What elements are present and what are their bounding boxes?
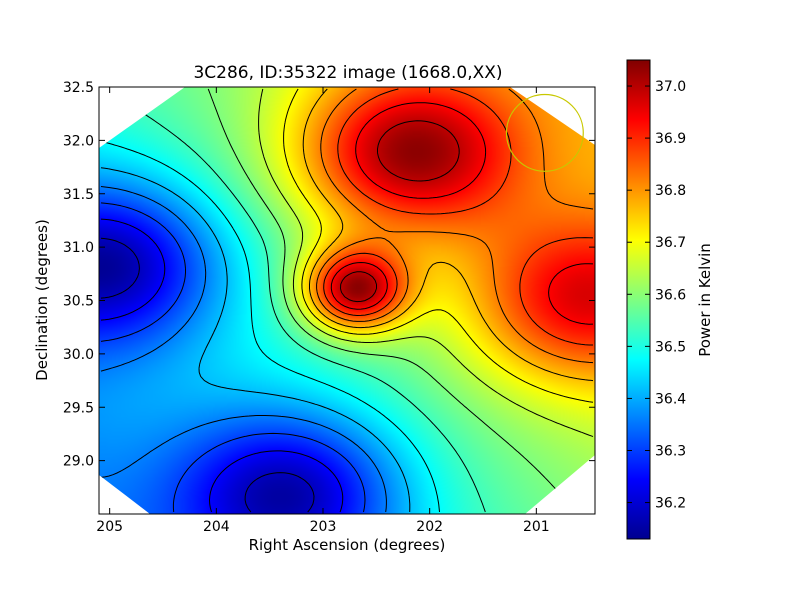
x-tick-label: 202 xyxy=(416,519,443,535)
y-axis-label: Declination (degrees) xyxy=(33,219,51,381)
colorbar-tick-label: 37.0 xyxy=(655,79,686,95)
colorbar-gradient xyxy=(626,59,651,540)
y-axis: 29.0 29.5 30.0 30.5 31.0 31.5 32.0 32.5 xyxy=(63,80,595,470)
contour-line xyxy=(340,120,460,303)
contour-line xyxy=(323,88,594,346)
x-tick-label: 204 xyxy=(203,519,230,535)
x-axis: 205 204 203 202 201 xyxy=(96,87,550,535)
plot-area xyxy=(98,86,596,515)
y-tick-label: 30.0 xyxy=(63,347,94,363)
contour-line xyxy=(207,88,577,513)
colorbar-tick-label: 36.4 xyxy=(655,391,686,407)
contour-line xyxy=(258,88,594,437)
colorbar-tick-label: 36.5 xyxy=(655,339,686,355)
contour-line xyxy=(100,202,366,513)
y-tick-label: 31.5 xyxy=(63,187,94,203)
contour-line xyxy=(330,102,594,325)
colorbar-tick-label: 36.8 xyxy=(655,183,686,199)
y-tick-label: 32.5 xyxy=(63,80,94,96)
colorbar: 36.2 36.3 36.4 36.5 36.6 36.7 36.8 36.9 37.0 Pow… xyxy=(626,59,714,540)
y-tick-label: 29.5 xyxy=(63,400,94,416)
colorbar-tick-label: 36.7 xyxy=(655,235,686,251)
colorbar-tick-label: 36.9 xyxy=(655,131,686,147)
x-tick-label: 203 xyxy=(310,519,337,535)
heatmap-image xyxy=(99,87,595,514)
y-tick-label: 31.0 xyxy=(63,240,94,256)
contour-line xyxy=(100,167,411,513)
contour-lines xyxy=(100,88,594,513)
contour-line xyxy=(283,88,594,403)
contour-line xyxy=(100,237,315,513)
contour-line xyxy=(316,88,594,364)
x-tick-label: 205 xyxy=(96,519,123,535)
y-tick-label: 32.0 xyxy=(63,133,94,149)
colorbar-tick-label: 36.2 xyxy=(655,496,686,512)
x-axis-label: Right Ascension (degrees) xyxy=(249,536,446,554)
colorbar-label: Power in Kelvin xyxy=(696,243,714,357)
y-tick-label: 30.5 xyxy=(63,294,94,310)
chart-title: 3C286, ID:35322 image (1668.0,XX) xyxy=(193,63,502,83)
x-tick-label: 201 xyxy=(523,519,550,535)
y-tick-label: 29.0 xyxy=(63,454,94,470)
contour-line xyxy=(100,186,387,513)
contour-line xyxy=(100,218,344,513)
colorbar-tick-label: 36.3 xyxy=(655,443,686,459)
beam-circle xyxy=(505,93,584,172)
colorbar-ticks: 36.2 36.3 36.4 36.5 36.6 36.7 36.8 36.9 37.0 xyxy=(627,79,686,512)
contour-line xyxy=(302,88,594,382)
colorbar-tick-label: 36.6 xyxy=(655,287,686,303)
